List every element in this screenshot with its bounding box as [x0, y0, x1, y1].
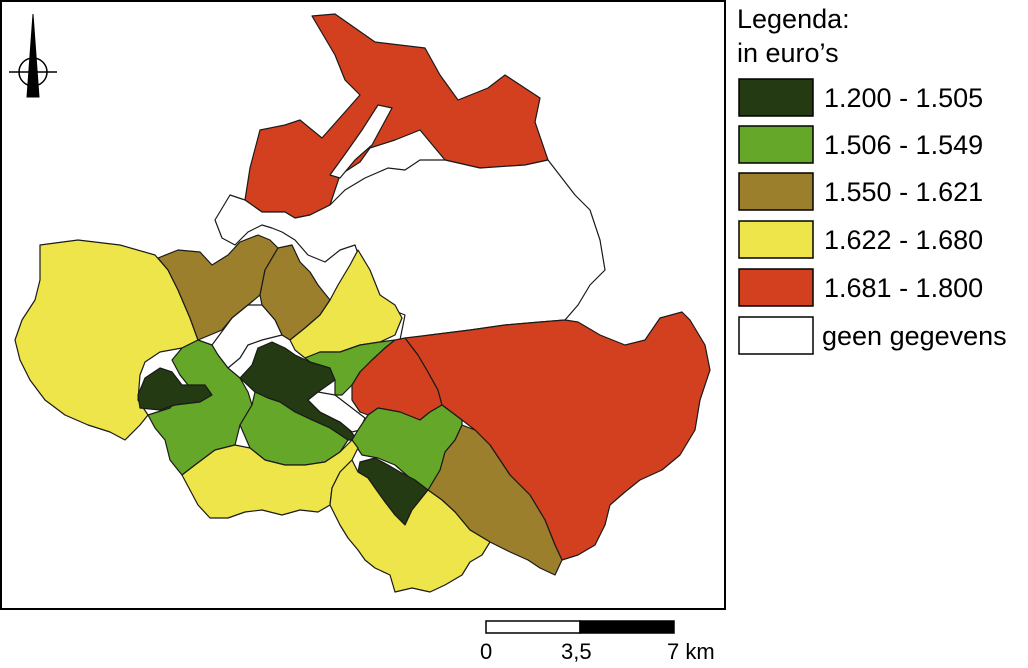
- scale-label-end: 7 km: [667, 639, 715, 664]
- legend-label-3: 1.550 - 1.621: [824, 177, 983, 207]
- legend-title-line1: Legenda:: [737, 4, 850, 34]
- region-north-nodata: [329, 104, 393, 179]
- legend: Legenda: in euro’s 1.200 - 1.505 1.506 -…: [737, 4, 1007, 355]
- region-strip-nodata: [307, 391, 366, 433]
- scale-bar: 0 3,5 7 km: [480, 620, 715, 664]
- scale-label-mid: 3,5: [561, 639, 592, 664]
- legend-swatch-3: [738, 172, 814, 211]
- region-west-dark: [137, 367, 213, 411]
- legend-title-line2: in euro’s: [737, 38, 839, 68]
- region-south-yellow-east: [329, 459, 491, 593]
- legend-label-5: 1.681 - 1.800: [824, 273, 983, 303]
- legend-label-6: geen gegevens: [822, 321, 1007, 351]
- scale-bar-segment-light: [485, 620, 581, 634]
- legend-swatch-4: [738, 220, 814, 259]
- region-northeast-nodata: [214, 159, 606, 341]
- legend-swatch-2: [738, 125, 814, 164]
- region-north: [244, 13, 549, 219]
- legend-label-4: 1.622 - 1.680: [824, 225, 983, 255]
- scale-bar-segment-dark: [579, 620, 675, 634]
- north-arrow-icon: [9, 13, 57, 98]
- legend-swatch-1: [738, 78, 814, 117]
- legend-label-2: 1.506 - 1.549: [824, 130, 983, 160]
- legend-label-1: 1.200 - 1.505: [824, 83, 983, 113]
- region-east-green: [351, 404, 463, 491]
- legend-swatch-5: [738, 268, 814, 307]
- map-regions: [14, 13, 711, 593]
- scale-label-0: 0: [480, 639, 492, 664]
- legend-swatch-6: [738, 316, 814, 355]
